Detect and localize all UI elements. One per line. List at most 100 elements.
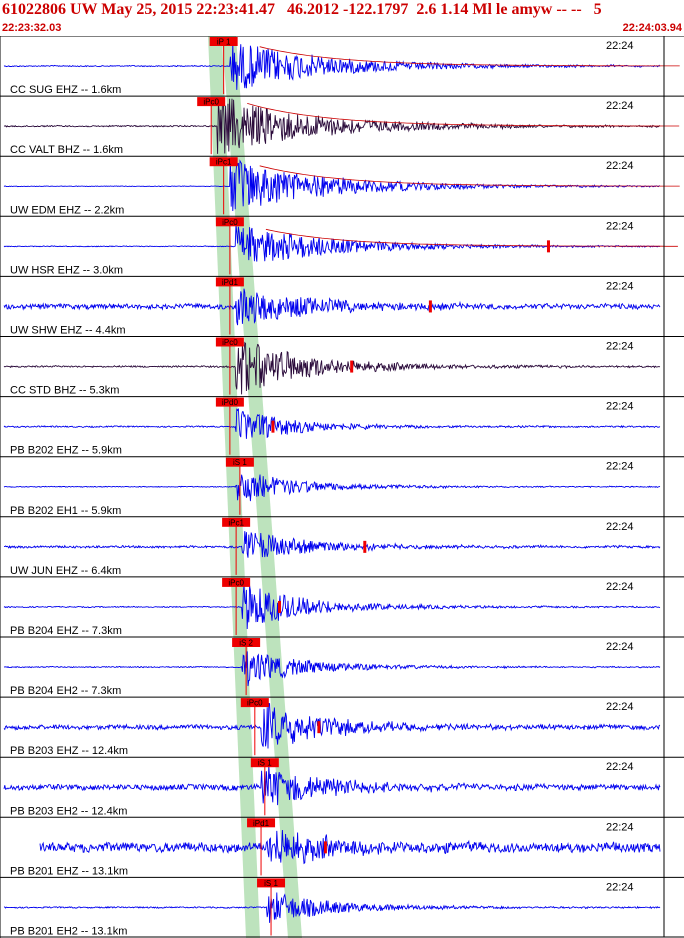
coda-curve xyxy=(259,165,680,187)
pick-label: iPc0 xyxy=(247,699,263,708)
station-label: PB B202 EHZ -- 5.9km xyxy=(10,445,122,457)
pick-label: iS 1 xyxy=(233,458,247,467)
station-label: UW HSR EHZ -- 3.0km xyxy=(10,264,123,276)
pick-label: iPd1 xyxy=(222,278,239,287)
waveform-trace xyxy=(4,531,661,558)
waveform-trace xyxy=(39,829,661,865)
trace-panel: iPc1 22:24 UW JUN EHZ -- 6.4km xyxy=(0,516,684,577)
waveform-trace xyxy=(3,98,661,154)
event-title: 61022806 UW May 25, 2015 22:23:41.47 46.… xyxy=(2,1,602,18)
time-tick-label: 22:24 xyxy=(606,280,634,292)
waveform-trace xyxy=(3,585,661,630)
station-label: CC SUG EHZ -- 1.6km xyxy=(10,84,121,96)
time-tick-label: 22:24 xyxy=(606,761,634,773)
pick-box xyxy=(209,37,238,46)
trace-panel: iP 1 22:24 CC SUG EHZ -- 1.6km xyxy=(0,36,684,97)
pick-label: iPc0 xyxy=(222,338,238,347)
station-label: PB B201 EHZ -- 13.1km xyxy=(10,865,128,877)
time-tick-label: 22:24 xyxy=(606,40,634,52)
pick-label: iPd1 xyxy=(253,819,270,828)
amplitude-marker xyxy=(271,420,275,433)
waveform-trace xyxy=(3,42,661,90)
station-label: UW JUN EHZ -- 6.4km xyxy=(10,565,121,577)
station-label: CC STD BHZ -- 5.3km xyxy=(10,385,119,397)
station-label: UW SHW EHZ -- 4.4km xyxy=(10,325,126,337)
pick-box xyxy=(197,97,226,107)
time-tick-label: 22:24 xyxy=(606,220,634,232)
trace-panel: iPd1 22:24 PB B201 EHZ -- 13.1km xyxy=(0,816,684,878)
waveform-trace xyxy=(3,224,661,262)
waveform-trace xyxy=(3,288,661,326)
seismogram-plot: iP 1 22:24 CC SUG EHZ -- 1.6km iPc0 22:24 CC … xyxy=(0,36,684,938)
pick-box xyxy=(250,758,279,768)
pick-box xyxy=(222,517,251,527)
station-label: CC VALT BHZ -- 1.6km xyxy=(10,144,123,156)
pick-box xyxy=(215,217,244,227)
waveform-trace xyxy=(3,158,661,212)
pick-box xyxy=(222,577,251,587)
time-tick-label: 22:24 xyxy=(606,881,634,893)
amplitude-marker xyxy=(317,721,321,734)
amplitude-marker xyxy=(278,600,282,613)
start-time: 22:23:32.03 xyxy=(2,22,62,34)
waveform-trace xyxy=(3,651,661,687)
station-label: PB B201 EH2 -- 13.1km xyxy=(10,926,127,938)
pick-window-band xyxy=(222,36,302,938)
waveform-trace xyxy=(3,765,661,806)
time-tick-label: 22:24 xyxy=(606,581,634,593)
pick-label: iS 1 xyxy=(258,759,272,768)
station-label: PB B203 EH2 -- 12.4km xyxy=(10,805,127,817)
trace-panel: iPc1 22:24 UW EDM EHZ -- 2.2km xyxy=(0,155,684,217)
time-tick-label: 22:24 xyxy=(606,160,634,172)
trace-panel: iPc0 22:24 CC STD BHZ -- 5.3km xyxy=(0,336,684,397)
pick-box xyxy=(257,878,286,888)
waveform-trace xyxy=(3,702,661,749)
waveform-trace xyxy=(3,892,661,923)
pick-box xyxy=(232,638,261,647)
header: 61022806 UW May 25, 2015 22:23:41.47 46.… xyxy=(0,0,684,36)
pick-box xyxy=(209,157,238,167)
time-tick-label: 22:24 xyxy=(606,341,634,353)
trace-panel: iPc0 22:24 PB B203 EHZ -- 12.4km xyxy=(0,696,684,758)
coda-curve xyxy=(259,46,680,67)
amplitude-marker xyxy=(546,240,550,253)
pick-label: iS 2 xyxy=(239,639,253,648)
time-tick-label: 22:24 xyxy=(606,401,634,413)
amplitude-marker xyxy=(350,360,354,373)
waveform-trace xyxy=(3,474,661,502)
coda-curve xyxy=(247,103,680,127)
amplitude-marker xyxy=(323,841,327,854)
station-label: PB B204 EHZ -- 7.3km xyxy=(10,625,122,637)
pick-label: iS 1 xyxy=(264,879,278,888)
trace-panel: iPd0 22:24 PB B202 EHZ -- 5.9km xyxy=(0,396,684,457)
trace-panel: iS 1 22:24 PB B202 EH1 -- 5.9km xyxy=(0,456,684,517)
time-tick-label: 22:24 xyxy=(606,521,634,533)
waveform-trace xyxy=(3,408,661,439)
end-time: 22:24:03.94 xyxy=(622,22,682,34)
waveform-trace xyxy=(3,341,661,395)
pick-label: iP 1 xyxy=(217,38,231,47)
coda-curve xyxy=(265,228,678,247)
pick-box xyxy=(215,397,244,407)
pick-label: iPd0 xyxy=(222,398,239,407)
trace-panel: iPd1 22:24 UW SHW EHZ -- 4.4km xyxy=(0,275,684,337)
trace-panel: iPc0 22:24 UW HSR EHZ -- 3.0km xyxy=(0,215,684,277)
pick-box xyxy=(225,457,254,467)
pick-label: iPc1 xyxy=(228,518,244,527)
amplitude-marker xyxy=(363,540,367,553)
station-label: PB B203 EHZ -- 12.4km xyxy=(10,745,128,757)
time-tick-label: 22:24 xyxy=(606,100,634,112)
pick-label: iPc0 xyxy=(228,578,244,587)
pick-box xyxy=(247,818,276,828)
trace-panel: iS 2 22:24 PB B204 EH2 -- 7.3km xyxy=(0,636,684,698)
pick-label: iPc0 xyxy=(203,98,219,107)
trace-panel: iPc0 22:24 PB B204 EHZ -- 7.3km xyxy=(0,576,684,637)
station-label: PB B204 EH2 -- 7.3km xyxy=(10,685,121,697)
pick-box xyxy=(215,337,244,347)
time-tick-label: 22:24 xyxy=(606,461,634,473)
station-label: PB B202 EH1 -- 5.9km xyxy=(10,505,121,517)
trace-panel: iPc0 22:24 CC VALT BHZ -- 1.6km xyxy=(0,95,684,157)
time-tick-label: 22:24 xyxy=(606,821,634,833)
pick-label: iPc1 xyxy=(216,158,232,167)
pick-box xyxy=(215,277,244,287)
